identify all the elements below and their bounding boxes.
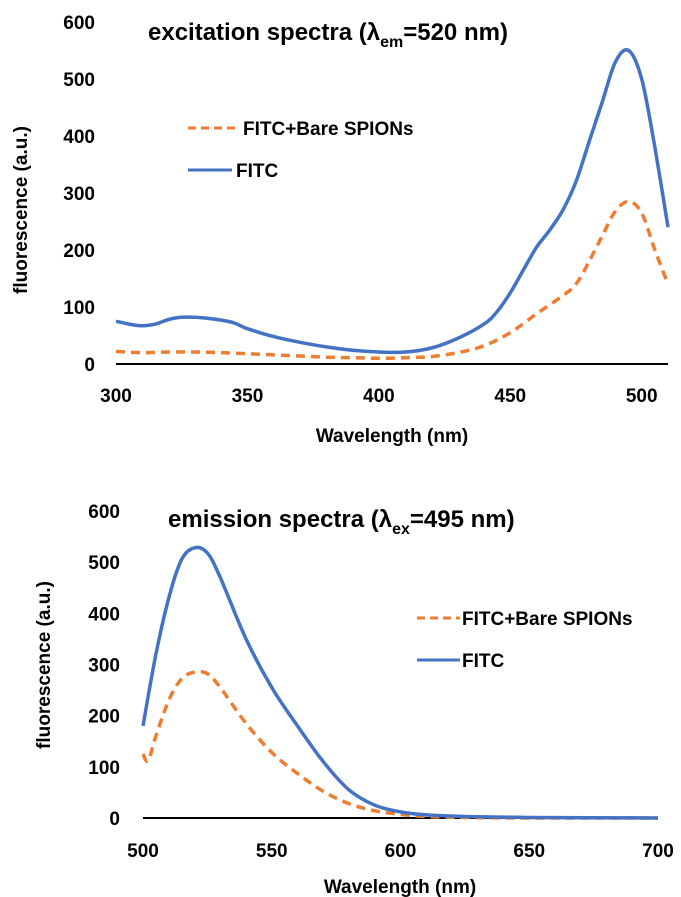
y-axis-label: fluorescence (a.u.) (11, 126, 32, 294)
series-line-fitc-spions (115, 199, 670, 361)
x-axis-label: Wavelength (nm) (316, 426, 468, 447)
legend: FITC+Bare SPIONs FITC (417, 609, 633, 672)
series-line-fitc-spions (141, 669, 659, 820)
x-tick-label: 500 (626, 386, 658, 407)
y-ticks: 0 100 200 300 400 500 600 (63, 13, 95, 376)
series-group (141, 545, 659, 820)
y-tick-label: 400 (63, 127, 95, 148)
x-tick-label: 700 (642, 841, 674, 862)
x-tick-label: 600 (385, 841, 417, 862)
chart-title: emission spectra (λex=495 nm) (168, 506, 515, 538)
y-tick-label: 600 (63, 13, 95, 34)
x-tick-label: 650 (513, 841, 545, 862)
x-ticks: 300 350 400 450 500 (100, 386, 657, 407)
series-line-fitc (115, 48, 670, 355)
x-tick-label: 300 (100, 386, 132, 407)
y-tick-label: 0 (109, 809, 120, 830)
legend: FITC+Bare SPIONs FITC (188, 119, 414, 182)
legend-label-fitc: FITC (462, 651, 504, 672)
y-axis-label: fluorescence (a.u.) (34, 581, 55, 749)
x-axis-label: Wavelength (nm) (324, 877, 476, 897)
y-tick-label: 300 (88, 656, 120, 677)
legend-label-fitc-spions: FITC+Bare SPIONs (243, 119, 414, 140)
x-tick-label: 500 (127, 841, 159, 862)
y-tick-label: 100 (88, 758, 120, 779)
y-tick-label: 100 (63, 298, 95, 319)
y-tick-label: 400 (88, 604, 120, 625)
emission-chart: emission spectra (λex=495 nm) 0 100 200 300… (34, 502, 674, 897)
y-tick-label: 0 (84, 355, 95, 376)
x-tick-label: 550 (256, 841, 288, 862)
y-tick-label: 200 (63, 241, 95, 262)
excitation-chart: excitation spectra (λem=520 nm) 0 100 200 3… (11, 13, 670, 447)
x-tick-label: 400 (363, 386, 395, 407)
series-group (115, 48, 670, 361)
x-ticks: 500 550 600 650 700 (127, 841, 674, 862)
y-tick-label: 200 (88, 707, 120, 728)
y-tick-label: 600 (88, 502, 120, 523)
y-ticks: 0 100 200 300 400 500 600 (88, 502, 120, 830)
y-tick-label: 300 (63, 184, 95, 205)
y-tick-label: 500 (63, 70, 95, 91)
chart-title: excitation spectra (λem=520 nm) (148, 19, 508, 51)
legend-label-fitc-spions: FITC+Bare SPIONs (462, 609, 633, 630)
series-line-fitc (141, 545, 659, 820)
x-tick-label: 450 (494, 386, 526, 407)
x-tick-label: 350 (232, 386, 264, 407)
legend-label-fitc: FITC (236, 161, 278, 182)
y-tick-label: 500 (88, 553, 120, 574)
